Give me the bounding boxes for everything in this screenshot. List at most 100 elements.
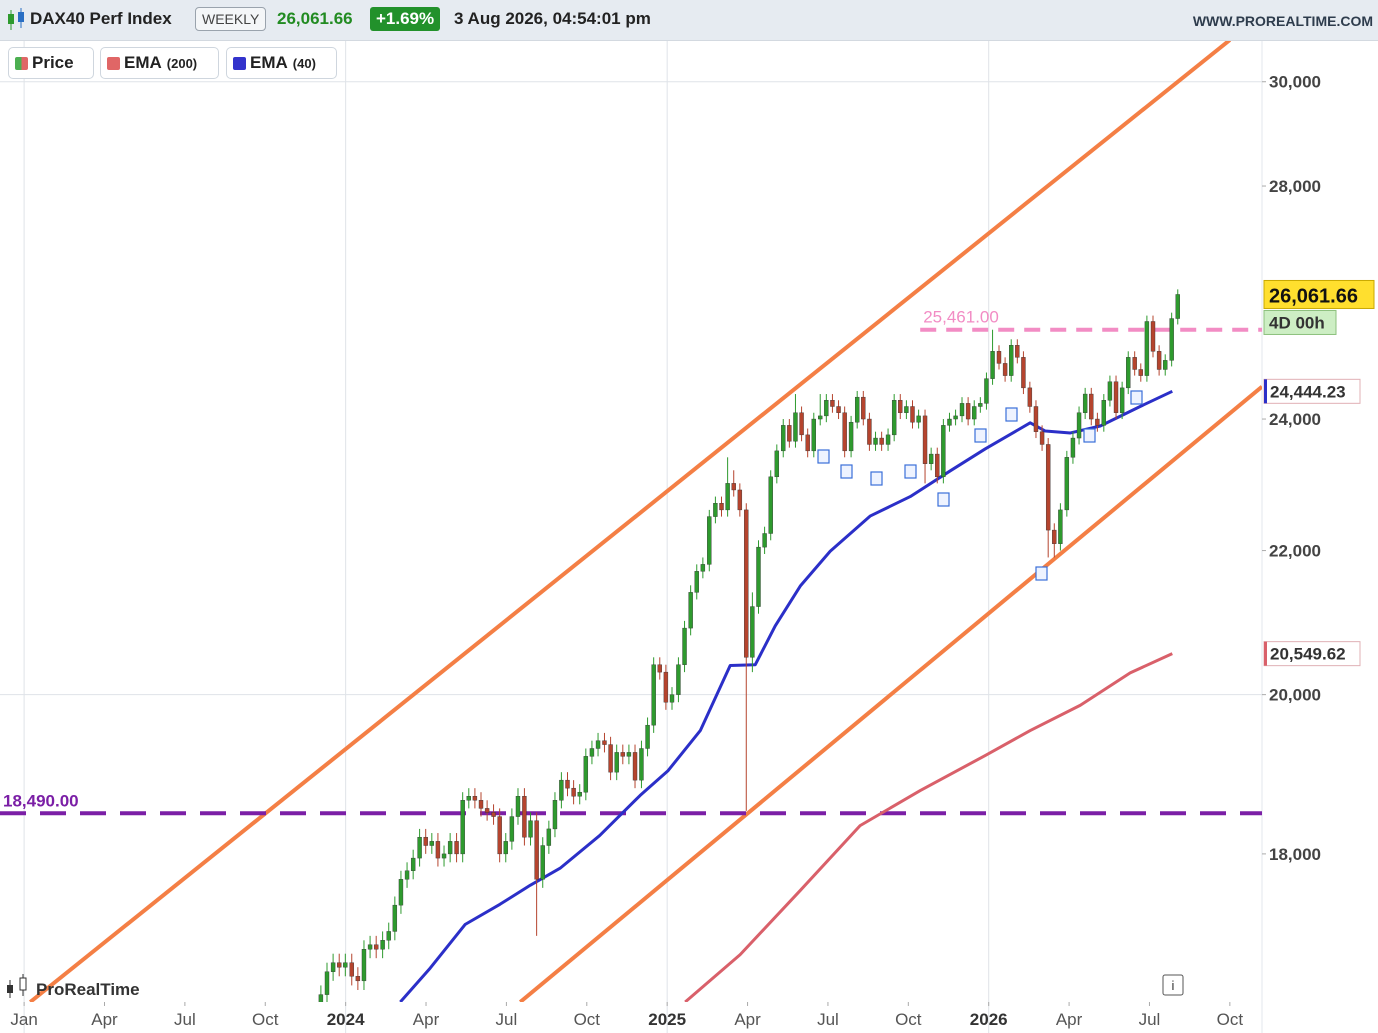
candle-body [984, 378, 989, 404]
candle-body [1070, 437, 1076, 458]
candle-body [867, 418, 872, 445]
candle-body [1113, 381, 1119, 413]
info-button[interactable] [1162, 974, 1184, 996]
plot-area [0, 40, 1262, 1002]
candle-body [546, 828, 552, 846]
candle-body [522, 796, 527, 838]
candle-body [318, 994, 324, 1002]
legend-label: Price [32, 53, 74, 72]
candle-body [916, 415, 921, 423]
x-tick-label: Jul [817, 1010, 839, 1029]
legend-period: (200) [166, 55, 198, 71]
candle-body [854, 396, 860, 423]
channel-line [28, 40, 1232, 1002]
y-tick-label: 24,000 [1269, 410, 1321, 429]
candle-body [1039, 431, 1045, 445]
ema-value-box [1263, 378, 1361, 404]
candle-body [478, 800, 484, 809]
watermark-text: ProRealTime [36, 980, 140, 999]
last-price: 26,061.66 [277, 9, 353, 28]
candle-body [657, 664, 662, 673]
news-icon[interactable] [1130, 390, 1143, 405]
candle-body [879, 437, 884, 445]
candle-body [645, 724, 650, 749]
candle-body [707, 516, 712, 565]
candle-body [990, 351, 995, 379]
last-price-label: 26,061.66 [1269, 285, 1358, 307]
ema-line [399, 389, 1173, 1002]
candle-body [935, 453, 940, 478]
candle-body [404, 870, 410, 880]
candle-body [731, 483, 736, 491]
x-tick-label: Oct [1217, 1010, 1244, 1029]
news-icon[interactable] [974, 428, 987, 443]
news-icon[interactable] [817, 449, 830, 464]
news-icon[interactable] [870, 471, 883, 486]
candle-body [343, 962, 348, 968]
candle-body [503, 841, 508, 855]
legend-swatch [107, 56, 120, 70]
candle-body [515, 796, 521, 817]
y-tick-label: 20,000 [1269, 686, 1321, 705]
candle-body [898, 400, 903, 413]
candle-body [947, 418, 952, 426]
candle-body [330, 962, 336, 972]
candle-body [824, 400, 829, 417]
candle-body [1156, 351, 1162, 370]
x-tick-label: Apr [413, 1010, 440, 1029]
candle-body [1027, 387, 1033, 407]
candle-body [373, 944, 379, 950]
candle-body [676, 664, 681, 695]
candle-body [891, 400, 897, 436]
candle-body [626, 752, 632, 757]
channel-line [518, 385, 1262, 1002]
candle-body [423, 836, 428, 846]
legend-label: EMA [124, 53, 162, 72]
candle-body [441, 853, 447, 859]
news-icon[interactable] [904, 464, 917, 479]
site-url[interactable]: WWW.PROREALTIME.COM [1192, 13, 1373, 29]
news-icon[interactable] [937, 492, 950, 507]
y-tick-label: 28,000 [1269, 177, 1321, 196]
news-icon[interactable] [840, 464, 853, 479]
candle-body [417, 836, 422, 859]
candle-body [910, 406, 915, 423]
candle-body [848, 421, 854, 452]
candle-body [460, 800, 465, 855]
info-text: i [1172, 978, 1175, 993]
candle-body [694, 571, 699, 593]
candle-body [447, 841, 453, 855]
candle-body [651, 664, 656, 726]
candle-body [1175, 294, 1180, 319]
watermark-icon [19, 977, 27, 991]
last-price-box [1263, 279, 1375, 309]
interval-badge[interactable]: WEEKLY [195, 7, 267, 31]
candle-body [805, 434, 810, 452]
level-label: 25,461.00 [923, 308, 999, 327]
y-tick-label: 18,000 [1269, 845, 1321, 864]
news-icon[interactable] [1005, 407, 1018, 422]
watermark: ProRealTime [7, 974, 140, 999]
candle-body [583, 756, 589, 793]
candle-body [737, 489, 743, 511]
candle-body [762, 533, 767, 548]
legend-ema200[interactable]: EMA (200) [100, 47, 219, 79]
candle-body [1126, 357, 1131, 389]
legend-price[interactable]: Price [8, 47, 94, 79]
candle-body [830, 400, 835, 407]
news-icon[interactable] [1035, 566, 1048, 581]
legend-label: EMA [250, 53, 288, 72]
candle-body [1144, 321, 1150, 376]
candle-body [324, 971, 330, 995]
candle-body [491, 812, 496, 817]
candle-body [398, 879, 404, 906]
x-tick-label: Oct [895, 1010, 922, 1029]
candle-body [386, 931, 391, 941]
news-icon[interactable] [1083, 428, 1096, 443]
legend-ema40[interactable]: EMA (40) [226, 47, 337, 79]
candle-body [713, 503, 718, 517]
candle-body [380, 940, 385, 950]
x-tick-label: Jul [496, 1010, 518, 1029]
